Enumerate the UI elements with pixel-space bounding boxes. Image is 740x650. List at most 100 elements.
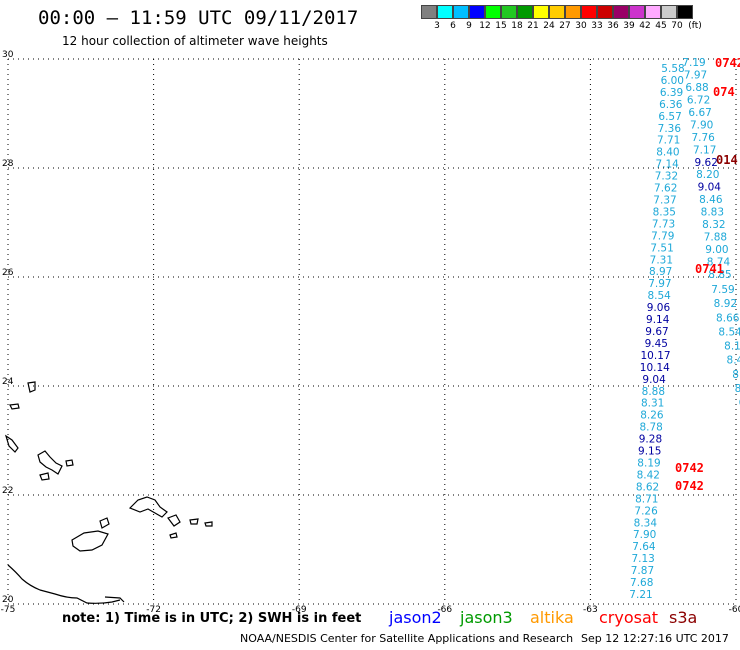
coastline-hispaniola-tip (104, 596, 125, 603)
map-note: note: 1) Time is in UTC; 2) SWH is in fe… (62, 611, 362, 626)
wave-height-reading: 6.72 (687, 94, 710, 106)
wave-height-reading: 6.67 (688, 107, 711, 119)
wave-height-reading: 8.71 (635, 493, 658, 505)
wave-height-reading: 7.90 (633, 529, 656, 541)
wave-height-reading: 8.42 (637, 469, 660, 481)
wave-height-colorbar (421, 5, 693, 19)
colorbar-swatch (565, 5, 581, 19)
wave-height-reading: 7.97 (684, 69, 707, 81)
wave-height-reading: 7.14 (655, 159, 679, 171)
satellite-cryosat: cryosat (599, 608, 659, 627)
wave-height-reading: 9.28 (639, 434, 662, 446)
wave-height-reading: 6.88 (685, 82, 708, 94)
colorbar-swatch (597, 5, 613, 19)
lat-tick-label: 26 (2, 268, 14, 278)
wave-height-reading: 7.76 (691, 132, 715, 144)
coastline-eleuthera (27, 381, 36, 393)
lon-tick-label: -60 (729, 605, 740, 615)
wave-height-reading: 7.71 (657, 135, 680, 147)
wave-height-reading: 9.06 (647, 302, 671, 314)
colorbar-label: 3 (434, 21, 440, 31)
lat-tick-label: 30 (2, 50, 14, 60)
coastline-abaco (9, 403, 20, 410)
lon-tick-label: -69 (292, 605, 307, 615)
credit-text: NOAA/NESDIS Center for Satellite Applica… (240, 632, 574, 645)
wave-height-reading: 7.59 (711, 284, 734, 296)
wave-height-reading: 9.67 (645, 326, 668, 338)
wave-height-reading: 7.68 (630, 577, 653, 589)
colorbar-swatch (661, 5, 677, 19)
wave-height-reading: 6.57 (658, 111, 681, 123)
lat-tick-label: 22 (2, 486, 13, 496)
colorbar-swatch (469, 5, 485, 19)
colorbar-swatch (501, 5, 517, 19)
wave-height-reading: 7.36 (658, 123, 682, 135)
wave-height-reading: 8.32 (702, 219, 725, 231)
coastline-cat-island (4, 434, 19, 453)
wave-height-reading: 9.14 (646, 314, 670, 326)
coastline-cuba (7, 564, 121, 604)
wave-height-reading: 7.73 (652, 218, 675, 230)
wave-height-reading: 8.20 (696, 169, 719, 181)
lon-tick-label: -75 (1, 605, 16, 615)
colorbar-label: 33 (591, 21, 603, 31)
wave-height-reading: 7.51 (650, 242, 673, 254)
wave-height-reading: 8.62 (636, 481, 659, 493)
coastline-berry (65, 459, 74, 467)
colorbar-label: 30 (575, 21, 587, 31)
satellite-jason3: jason3 (460, 608, 513, 627)
pass-time-label: 014 (716, 153, 738, 167)
colorbar-swatch (517, 5, 533, 19)
wave-height-reading: 8.34 (634, 517, 658, 529)
wave-height-reading: 6.00 (661, 75, 684, 87)
wave-height-reading: 6.39 (660, 87, 683, 99)
colorbar-label: 70 (671, 21, 683, 31)
colorbar-swatch (421, 5, 437, 19)
pass-time-label: 0742 (675, 479, 704, 493)
wave-height-reading: 7.87 (631, 565, 654, 577)
lon-tick-label: -72 (146, 605, 161, 615)
wave-height-reading: 7.88 (704, 232, 727, 244)
wave-height-reading: 8.1 (724, 341, 740, 353)
wave-height-reading: 8.35 (653, 206, 676, 218)
colorbar-label: 36 (607, 21, 619, 31)
wave-height-reading: 7.17 (693, 144, 716, 156)
wave-height-reading: 8.19 (637, 458, 660, 470)
lon-tick-label: -63 (583, 605, 598, 615)
coastline-mayaguana (189, 518, 199, 525)
colorbar-swatch (437, 5, 453, 19)
pass-time-label: 074 (713, 85, 735, 99)
wave-height-reading: 7.21 (629, 589, 652, 601)
wave-height-reading: 8.46 (699, 194, 723, 206)
wave-height-reading: 8.40 (656, 147, 679, 159)
wave-height-reading: 8.97 (649, 266, 672, 278)
wave-height-reading: 8.83 (701, 207, 724, 219)
coastline-long-island (128, 496, 168, 518)
coastline-caicos (169, 532, 178, 539)
colorbar-swatch (549, 5, 565, 19)
wave-height-reading: 7.90 (690, 119, 713, 131)
colorbar-labels: 3 6 9 12 15 18 21 24 27 30 33 36 39 42 45 70 (ft) (421, 21, 740, 33)
coastline-exuma (99, 517, 110, 529)
coastline-great-inagua (71, 530, 109, 552)
wave-height-reading: 8.31 (641, 398, 664, 410)
colorbar-label: 6 (450, 21, 456, 31)
colorbar-swatch (629, 5, 645, 19)
coastline-andros (37, 450, 63, 475)
wave-height-reading: 7.31 (650, 254, 673, 266)
colorbar-label: 27 (559, 21, 571, 31)
wave-height-reading: 8.54 (718, 326, 740, 338)
colorbar-label: 45 (655, 21, 667, 31)
colorbar-label: (ft) (688, 21, 702, 31)
pass-time-label: 0742 (675, 461, 704, 475)
wave-height-reading: 7.97 (648, 278, 671, 290)
colorbar-swatch (677, 5, 693, 19)
pass-time-label: 0741 (695, 262, 724, 276)
wave-height-reading: 7.79 (651, 230, 674, 242)
colorbar-label: 15 (495, 21, 507, 31)
colorbar-label: 39 (623, 21, 635, 31)
wave-height-reading: 7.37 (653, 195, 676, 207)
colorbar-swatch (533, 5, 549, 19)
lat-tick-label: 28 (2, 159, 14, 169)
